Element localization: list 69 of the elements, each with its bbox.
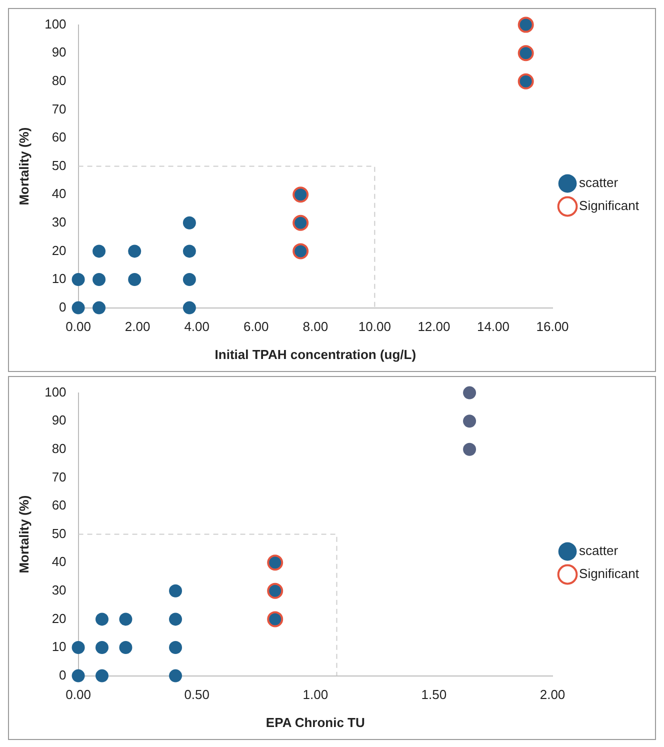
- point: [463, 442, 476, 456]
- point: [72, 641, 85, 654]
- x-tick-label: 14.00: [476, 319, 510, 334]
- point: [169, 669, 182, 682]
- point: [92, 244, 106, 258]
- y-tick-label: 70: [52, 101, 66, 116]
- y-tick-label: 60: [52, 130, 66, 145]
- point: [72, 301, 85, 314]
- y-tick-label: 30: [52, 582, 66, 598]
- point: [128, 273, 142, 286]
- point: [119, 641, 132, 654]
- y-axis-title: Mortality (%): [16, 127, 32, 206]
- point: [128, 244, 142, 258]
- y-tick-label: 60: [52, 498, 66, 513]
- point: [72, 273, 85, 286]
- legend-label: scatter: [579, 543, 619, 558]
- point: [182, 216, 196, 230]
- y-tick-label: 100: [44, 384, 66, 400]
- x-tick-label: 10.00: [358, 319, 391, 334]
- x-tick-label: 1.50: [421, 687, 447, 702]
- point: [182, 273, 196, 286]
- x-tick-label: 6.00: [243, 319, 269, 334]
- y-tick-label: 100: [44, 16, 66, 32]
- y-tick-label: 80: [52, 72, 66, 88]
- point: [96, 669, 108, 682]
- legend-label: Significant: [579, 566, 640, 582]
- x-tick-label: 12.00: [418, 319, 450, 334]
- point: [463, 386, 476, 400]
- x-tick-label: 1.00: [302, 687, 328, 702]
- x-axis-title: EPA Chronic TU: [266, 714, 365, 730]
- point: [182, 244, 196, 258]
- y-tick-label: 0: [59, 667, 66, 682]
- x-tick-label: 4.00: [184, 319, 210, 334]
- point: [96, 612, 108, 626]
- y-tick-label: 80: [52, 440, 66, 456]
- point: [96, 641, 108, 654]
- x-tick-label: 0.00: [66, 319, 91, 334]
- x-tick-label: 0.50: [184, 687, 210, 702]
- y-tick-label: 70: [52, 469, 66, 484]
- y-tick-label: 20: [52, 242, 66, 258]
- x-tick-label: 0.00: [66, 687, 91, 702]
- y-tick-label: 0: [59, 299, 66, 314]
- legend-label: scatter: [579, 175, 619, 190]
- point: [92, 301, 106, 314]
- x-axis-title: Initial TPAH concentration (ug/L): [214, 346, 416, 362]
- y-tick-label: 40: [52, 554, 66, 570]
- y-tick-label: 50: [52, 526, 66, 541]
- x-tick-label: 2.00: [124, 319, 150, 334]
- y-tick-label: 90: [52, 44, 66, 60]
- y-tick-label: 30: [52, 214, 66, 230]
- x-tick-label: 16.00: [536, 319, 569, 334]
- point: [169, 584, 182, 598]
- y-tick-label: 10: [52, 639, 66, 654]
- y-tick-label: 90: [52, 412, 66, 428]
- point: [92, 273, 106, 286]
- x-tick-label: 8.00: [302, 319, 328, 334]
- legend-label: Significant: [579, 198, 640, 214]
- point: [169, 612, 182, 626]
- x-tick-label: 2.00: [540, 687, 566, 702]
- y-tick-label: 10: [52, 271, 66, 286]
- point: [169, 641, 182, 654]
- y-tick-label: 40: [52, 186, 66, 202]
- y-axis-title: Mortality (%): [16, 495, 32, 574]
- y-tick-label: 20: [52, 610, 66, 626]
- y-tick-label: 50: [52, 158, 66, 173]
- point: [463, 414, 476, 428]
- point: [182, 301, 196, 314]
- point: [72, 669, 85, 682]
- point: [119, 612, 132, 626]
